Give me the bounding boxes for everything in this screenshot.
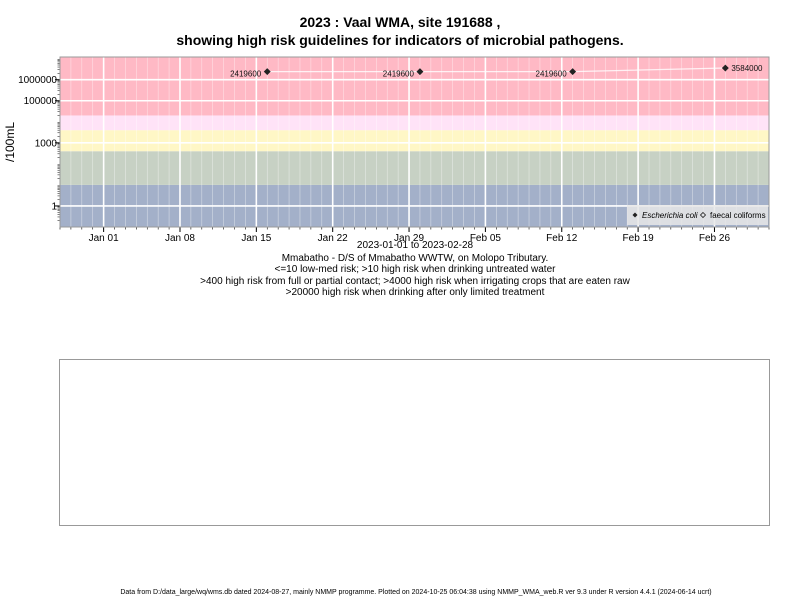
data-point-ecoli <box>721 64 729 72</box>
data-point-ecoli <box>263 68 271 76</box>
legend-marker-ecoli <box>632 212 638 218</box>
x-tick-label: Feb 19 <box>623 233 655 244</box>
subtitle-site: Mmabatho - D/S of Mmabatho WWTW, on Molo… <box>281 253 549 264</box>
chart-title-line1: 2023 : Vaal WMA, site 191688 , <box>299 14 501 30</box>
empty-plot-panel <box>59 359 770 526</box>
plot-border <box>59 56 770 228</box>
data-label: 2419600 <box>536 70 568 79</box>
trend-line <box>267 67 726 73</box>
risk-band-3 <box>60 115 769 131</box>
data-point-ecoli <box>416 68 424 76</box>
legend-box <box>627 205 768 225</box>
legend: Escherichia coli faecal coliforms <box>627 205 768 225</box>
data-label: 2419600 <box>383 70 415 79</box>
risk-band-2 <box>60 130 769 152</box>
risk-bands <box>60 57 769 227</box>
y-axis-label: /100mL <box>3 122 17 162</box>
y-tick-label: 100000 <box>24 96 58 107</box>
x-tick-label: Jan 15 <box>241 233 271 244</box>
y-tick-label: 1 <box>51 201 57 212</box>
axes: Jan 01 Jan 08 Jan 15 Jan 22 Jan 29 Feb 05 Feb … <box>3 56 770 244</box>
chart-title-line2: showing high risk guidelines for indicat… <box>176 32 624 48</box>
data-point-ecoli <box>569 68 577 76</box>
subtitle-risk-2: >400 high risk from full or partial cont… <box>200 276 630 287</box>
legend-marker-faecal <box>699 211 707 219</box>
subtitle-date-range: 2023-01-01 to 2023-02-28 <box>356 240 474 251</box>
x-tick-label: Feb 26 <box>699 233 731 244</box>
data-points: 2419600 2419600 2419600 3584000 <box>230 64 763 79</box>
x-tick-label: Feb 12 <box>546 233 578 244</box>
grid-lines <box>59 57 770 227</box>
legend-label-faecal: faecal coliforms <box>710 211 766 220</box>
x-tick-label: Jan 22 <box>318 233 348 244</box>
y-tick-label: 1000000 <box>18 75 57 86</box>
x-tick-label: Feb 05 <box>470 233 502 244</box>
x-tick-label: Jan 08 <box>165 233 195 244</box>
x-tick-label: Jan 01 <box>89 233 119 244</box>
y-tick-label: 1000 <box>35 138 58 149</box>
legend-label-ecoli: Escherichia coli <box>642 211 698 220</box>
subtitle-risk-3: >20000 high risk when drinking after onl… <box>285 287 545 298</box>
subtitle-risk-1: <=10 low-med risk; >10 high risk when dr… <box>274 264 556 275</box>
risk-band-4 <box>60 57 769 116</box>
footer-note: Data from D:/data_large/wq/wms.db dated … <box>120 589 712 596</box>
data-label: 2419600 <box>230 70 262 79</box>
risk-band-1 <box>60 151 769 185</box>
data-label: 3584000 <box>731 64 763 73</box>
x-tick-label: Jan 29 <box>394 233 424 244</box>
